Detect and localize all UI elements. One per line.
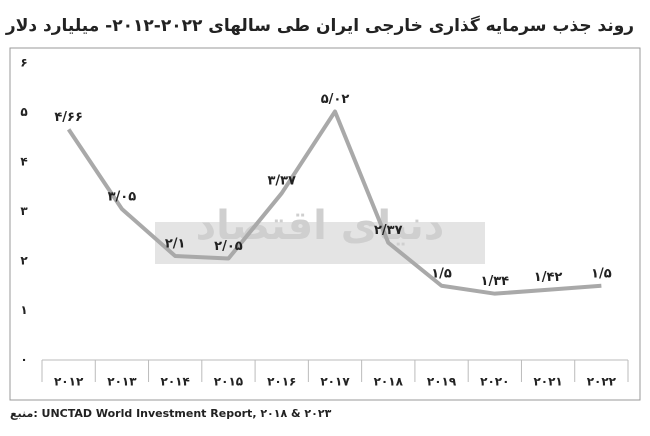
x-tick-label: ۲۰۱۴ — [161, 375, 190, 389]
data-label: ۲/۳۷ — [374, 223, 403, 238]
x-tick-label: ۲۰۱۲ — [54, 375, 84, 389]
watermark: دنیای اقتصاد — [196, 203, 445, 249]
data-line — [66, 109, 602, 296]
x-tick-label: ۲۰۱۷ — [320, 375, 350, 389]
y-tick-label: ۰ — [20, 353, 27, 367]
x-tick-label: ۲۰۲۱ — [533, 375, 562, 389]
source-note: منبع: UNCTAD World Investment Report, ۲۰… — [10, 407, 332, 420]
data-label: ۱/۵ — [591, 266, 612, 281]
data-label: ۵/۰۲ — [321, 92, 350, 107]
data-label: ۱/۴۲ — [534, 270, 563, 285]
data-label: ۴/۶۶ — [54, 110, 83, 125]
x-tick-label: ۲۰۱۳ — [107, 375, 137, 389]
y-tick-label: ۴ — [20, 155, 27, 169]
data-label: ۱/۵ — [431, 266, 452, 281]
y-tick-label: ۲ — [20, 254, 28, 268]
data-label: ۲/۱ — [165, 237, 186, 252]
data-label: ۱/۳۴ — [481, 274, 510, 289]
y-tick-label: ۱ — [20, 303, 27, 317]
data-label: ۳/۰۵ — [108, 190, 137, 205]
x-tick-label: ۲۰۲۰ — [480, 375, 509, 389]
chart-title: روند جذب سرمایه گذاری خارجی ایران طی سال… — [5, 15, 634, 36]
data-label: ۳/۳۷ — [267, 174, 296, 189]
x-tick-label: ۲۰۲۲ — [587, 375, 617, 389]
y-tick-label: ۳ — [20, 204, 28, 218]
x-tick-label: ۲۰۱۸ — [374, 375, 404, 389]
y-tick-label: ۵ — [20, 105, 27, 119]
chart-frame — [9, 47, 641, 401]
y-tick-label: ۶ — [20, 56, 27, 70]
x-tick-label: ۲۰۱۹ — [427, 375, 457, 389]
x-tick-label: ۲۰۱۶ — [267, 375, 296, 389]
data-label: ۲/۰۵ — [214, 239, 243, 254]
x-tick-label: ۲۰۱۵ — [214, 375, 243, 389]
